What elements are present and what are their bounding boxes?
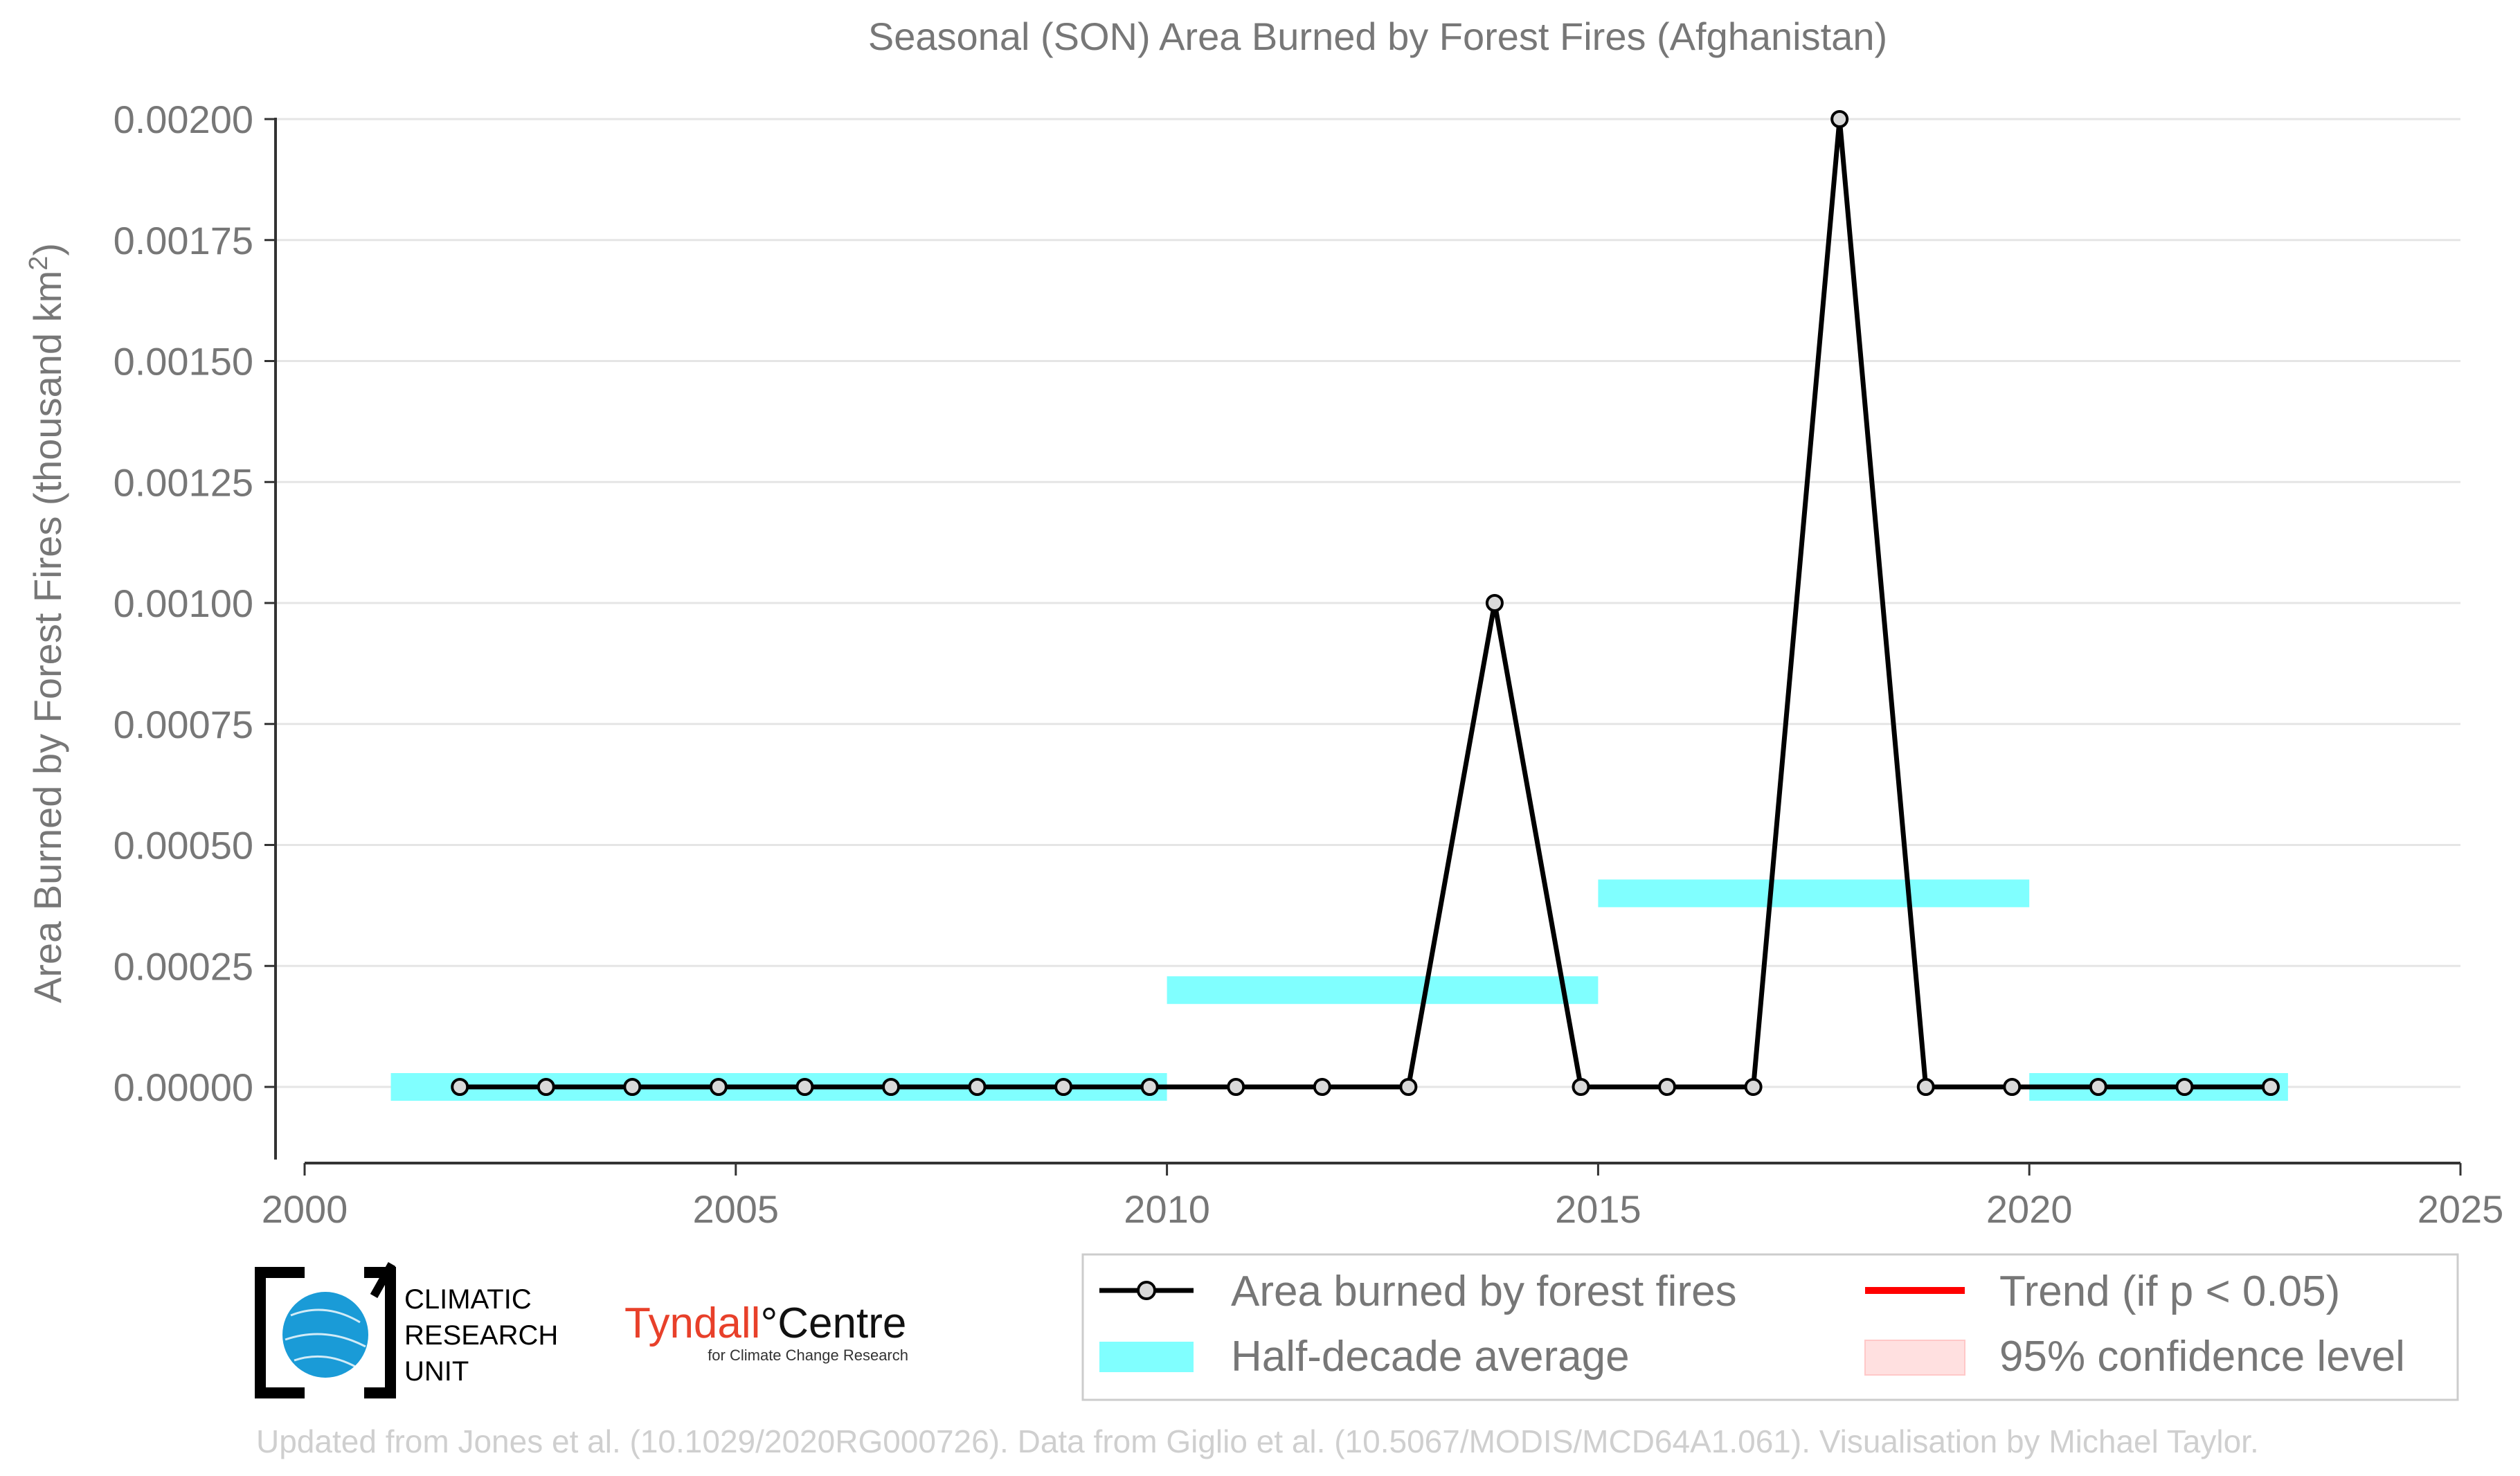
data-point xyxy=(1830,110,1849,128)
legend-label-confidence: 95% confidence level xyxy=(1999,1333,2405,1380)
y-tick-label: 0.00075 xyxy=(114,703,253,746)
data-point xyxy=(1744,1078,1763,1096)
y-tick-label: 0.00100 xyxy=(114,582,253,625)
data-point xyxy=(1313,1078,1331,1096)
data-point xyxy=(1916,1078,1935,1096)
data-point xyxy=(623,1078,642,1096)
cru-logo-line-1: CLIMATIC xyxy=(404,1284,532,1315)
x-tick-label: 2000 xyxy=(262,1187,348,1231)
axes xyxy=(274,118,2462,1176)
half-decade-average-band xyxy=(1598,879,2030,908)
cru-logo: CLIMATIC RESEARCH UNIT xyxy=(255,1262,558,1398)
cru-logo-line-3: UNIT xyxy=(404,1356,469,1387)
legend-confidence-swatch xyxy=(1864,1340,1965,1376)
legend-label-band: Half-decade average xyxy=(1231,1333,1630,1380)
x-tick-labels: 2000 2005 2010 2015 2020 2025 xyxy=(262,1187,2504,1231)
data-point xyxy=(1485,594,1504,612)
legend: Area burned by forest fires Trend (if p … xyxy=(1081,1253,2459,1401)
legend-label-series: Area burned by forest fires xyxy=(1231,1268,1737,1315)
data-point xyxy=(1658,1078,1677,1096)
tyndall-logo-main: Tyndall xyxy=(624,1299,760,1347)
data-point xyxy=(709,1078,728,1096)
y-tick-label: 0.00050 xyxy=(114,824,253,867)
x-tick-label: 2015 xyxy=(1555,1187,1641,1231)
y-axis-label-sup: 2 xyxy=(24,256,53,271)
data-point xyxy=(795,1078,814,1096)
data-point xyxy=(537,1078,555,1096)
y-tick-label: 0.00200 xyxy=(114,98,253,141)
cru-logo-slash xyxy=(370,1262,396,1298)
x-tick-label: 2005 xyxy=(693,1187,780,1231)
data-point xyxy=(2175,1078,2194,1096)
tyndall-logo-subtitle: for Climate Change Research xyxy=(708,1347,908,1364)
y-tick-label: 0.00125 xyxy=(114,460,253,504)
footer-credit: Updated from Jones et al. (10.1029/2020R… xyxy=(256,1423,2259,1459)
data-points xyxy=(451,110,2280,1096)
x-tick-label: 2020 xyxy=(1986,1187,2073,1231)
x-tick-label: 2025 xyxy=(2418,1187,2504,1231)
legend-band-swatch xyxy=(1099,1342,1194,1372)
half-decade-average-bands xyxy=(390,879,2288,1101)
data-point xyxy=(882,1078,901,1096)
y-tick-labels: 0.00000 0.00025 0.00050 0.00075 0.00100 0.001… xyxy=(114,98,253,1109)
data-point xyxy=(2003,1078,2022,1096)
tyndall-logo-rest: Centre xyxy=(777,1299,906,1347)
data-point xyxy=(1572,1078,1590,1096)
half-decade-average-band xyxy=(1167,976,1599,1005)
legend-series-marker xyxy=(1137,1281,1156,1300)
data-point xyxy=(968,1078,987,1096)
legend-box xyxy=(1081,1253,2459,1401)
y-axis-label-end: ) xyxy=(26,243,69,256)
series-line-group xyxy=(460,118,2271,1090)
tyndall-logo-title: Tyndall°Centre xyxy=(624,1299,906,1347)
cru-logo-globe-lines xyxy=(285,1308,366,1369)
y-axis-label-main: Area Burned by Forest Fires (thousand km xyxy=(26,271,69,1003)
data-point xyxy=(2261,1078,2280,1096)
legend-label-trend: Trend (if p < 0.05) xyxy=(1999,1268,2340,1315)
grid-lines xyxy=(264,118,2460,1088)
cru-logo-bracket-right xyxy=(364,1267,396,1398)
data-point xyxy=(1227,1078,1245,1096)
tyndall-logo: Tyndall°Centre for Climate Change Resear… xyxy=(624,1299,908,1364)
tyndall-logo-degree: ° xyxy=(760,1299,777,1347)
y-tick-label: 0.00150 xyxy=(114,340,253,384)
x-tick-label: 2010 xyxy=(1124,1187,1210,1231)
y-axis-label: Area Burned by Forest Fires (thousand km… xyxy=(24,243,69,1003)
chart-title: Seasonal (SON) Area Burned by Forest Fir… xyxy=(868,15,1887,58)
data-point xyxy=(1140,1078,1159,1096)
y-tick-label: 0.00175 xyxy=(114,219,253,262)
series-line xyxy=(460,118,2271,1090)
cru-logo-line-2: RESEARCH xyxy=(404,1320,558,1351)
y-tick-label: 0.00000 xyxy=(114,1065,253,1109)
data-point xyxy=(451,1078,469,1096)
cru-logo-bracket-left xyxy=(255,1267,305,1398)
y-tick-label: 0.00025 xyxy=(114,944,253,988)
data-point xyxy=(2089,1078,2107,1096)
data-point xyxy=(1054,1078,1073,1096)
data-point xyxy=(1399,1078,1418,1096)
